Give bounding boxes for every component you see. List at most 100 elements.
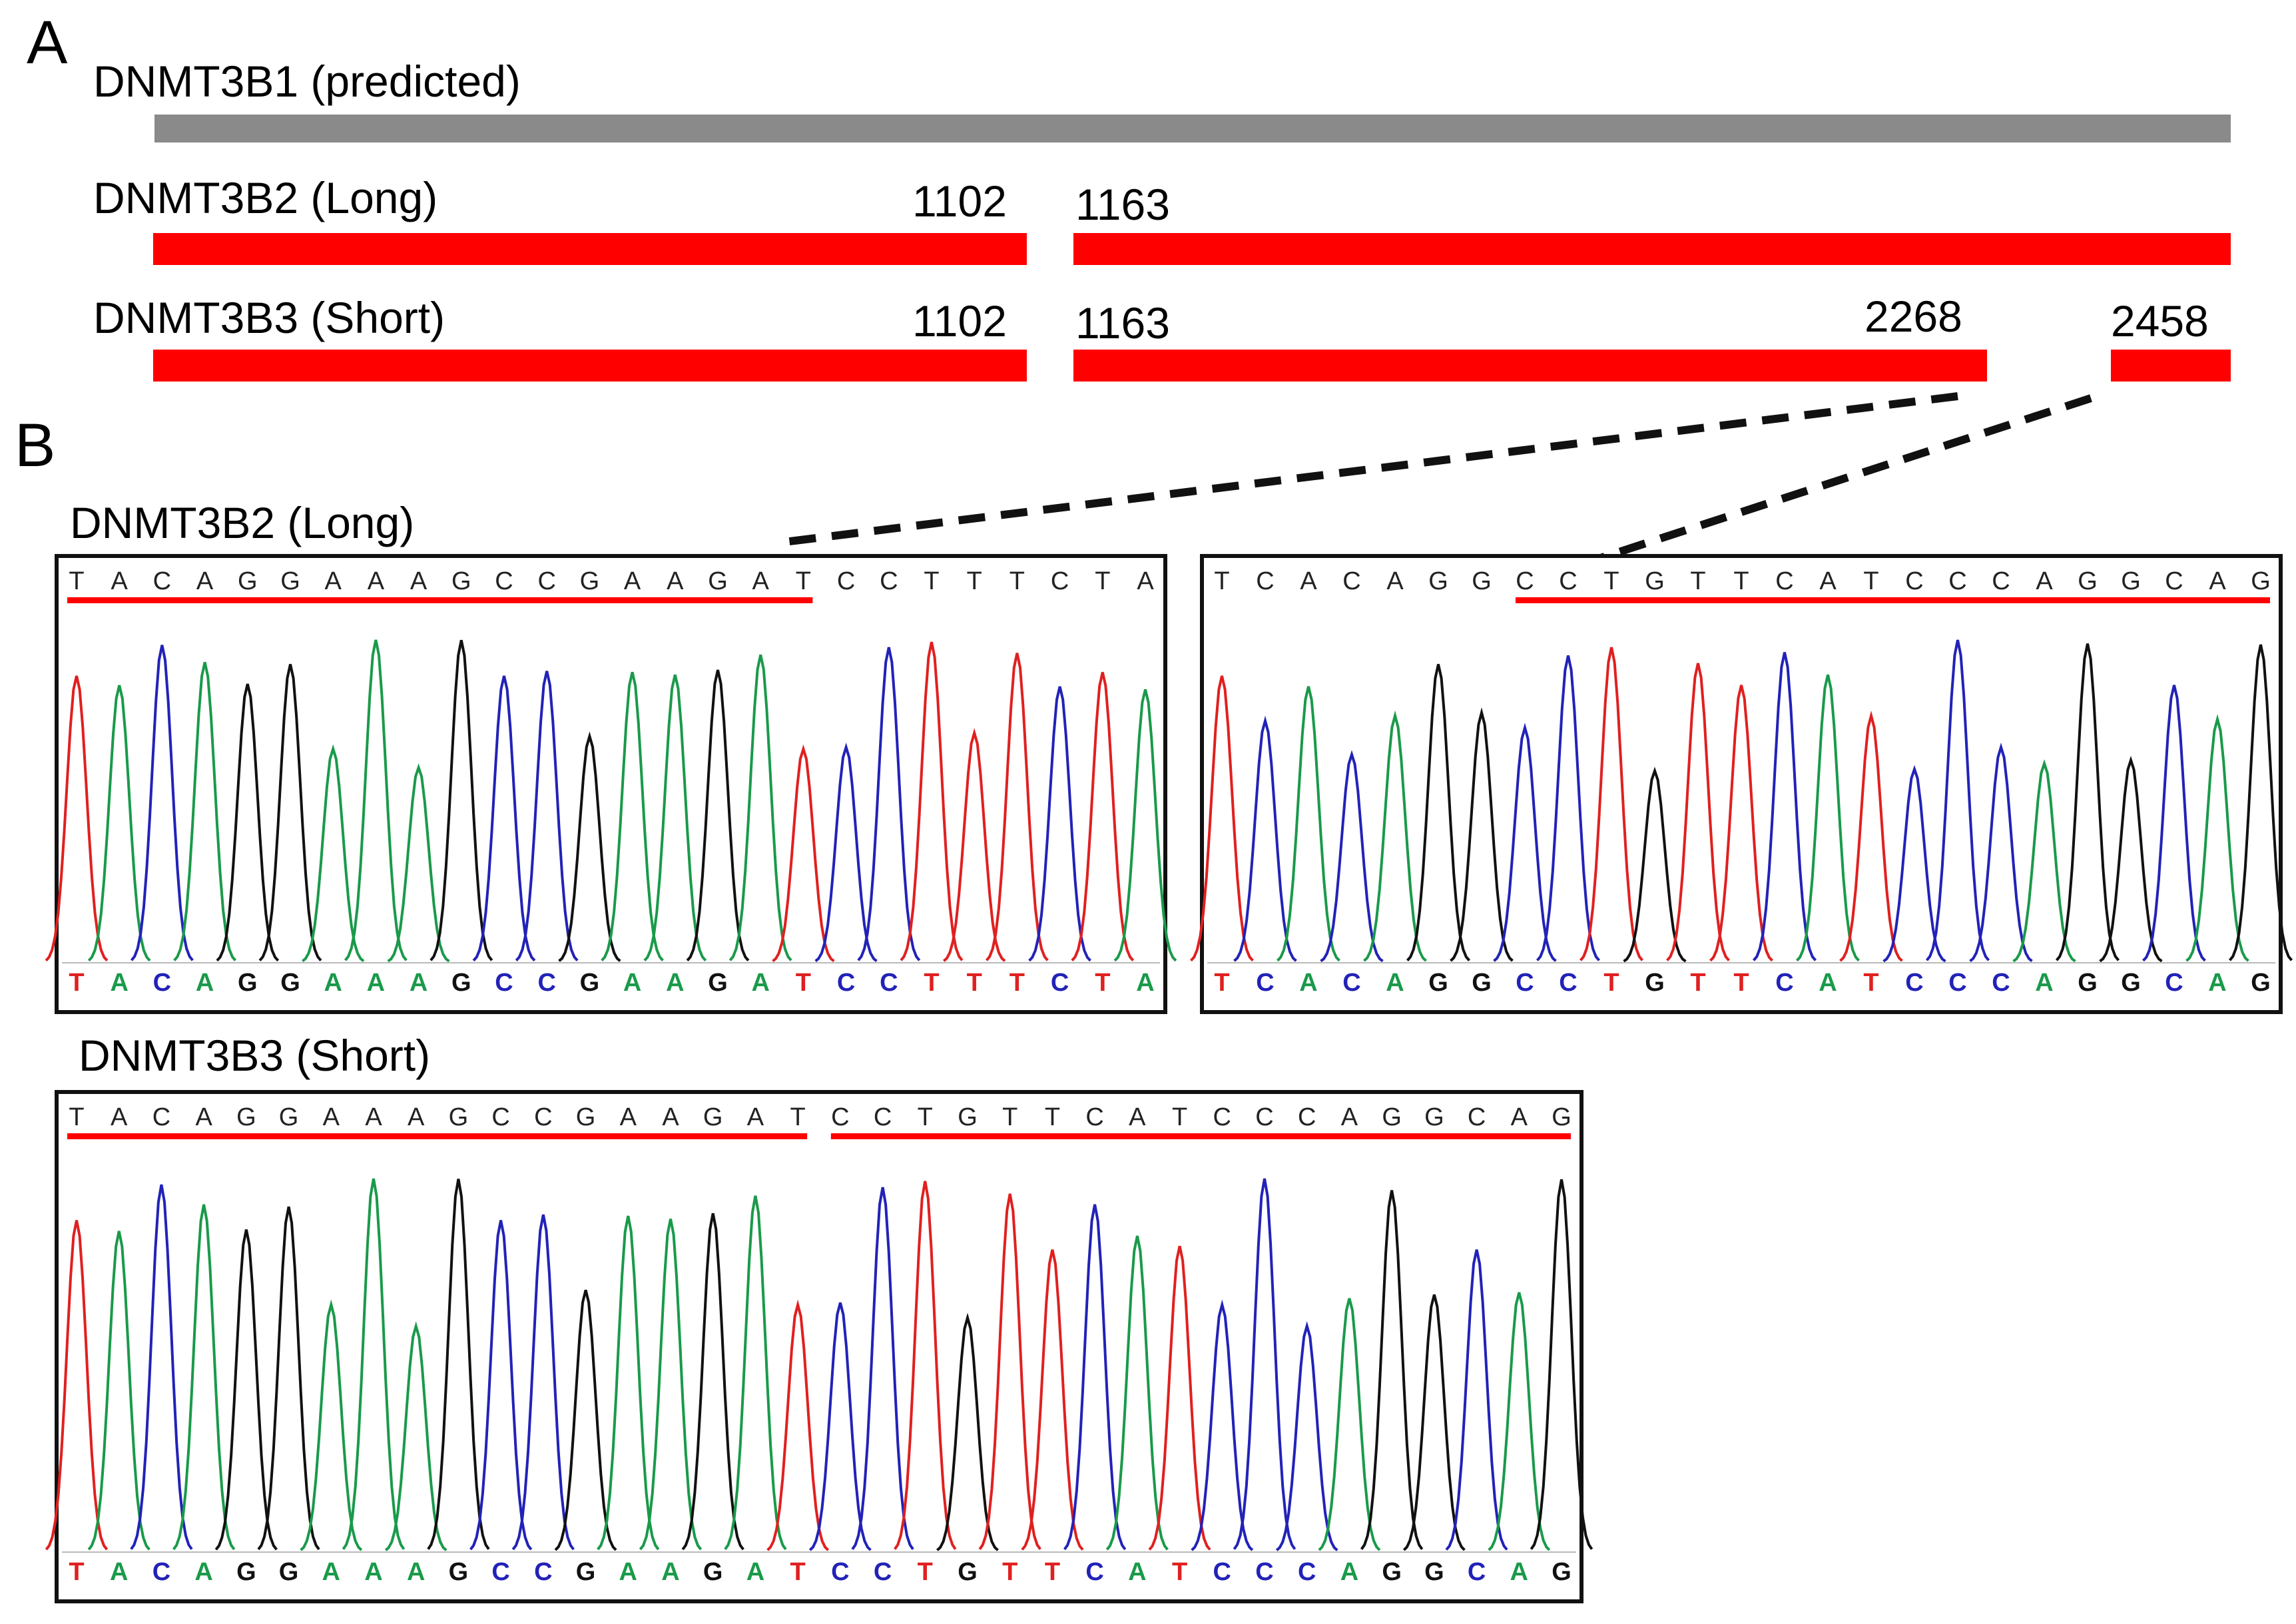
long-right-peak [2055,643,2120,961]
long-right-basecall-letter: G [2078,969,2098,997]
long-left-seq-letter: A [410,567,428,595]
short-seq-letter: C [831,1103,849,1131]
long-left-basecall-letter: G [451,969,471,997]
long-left-peak [1071,672,1135,961]
short-peak [766,1299,830,1551]
long-left-basecall-letter: A [110,969,128,997]
short-pos-1163: 1163 [1075,298,1170,348]
long-right-peak [1233,715,1297,962]
long-left-seq-letter: C [837,567,855,595]
short-basecall-letter: A [364,1558,382,1586]
long-right-peak [2142,684,2206,962]
short-peak [87,1230,150,1551]
short-basecall-letter: C [152,1558,170,1586]
short-basecall-letter: C [534,1558,552,1586]
long-right-aligned-underline [1516,597,2270,603]
long-left-seq-letter: A [752,567,770,595]
long-left-basecall-letter: T [69,969,84,997]
long-pos-1163: 1163 [1075,180,1170,229]
trace-title-long: DNMT3B2 (Long) [70,498,414,547]
long-left-seq-letter: T [924,567,939,595]
short-basecall-letter: G [958,1558,978,1586]
long-right-peak [1925,639,1990,961]
short-peak [1063,1204,1127,1551]
long-left-seq-letter: A [325,567,342,595]
long-left-basecall-letter: C [495,969,513,997]
long-left-seq-letter: G [280,567,300,595]
long-left-peak [900,641,964,961]
short-basecall-letter: A [194,1558,212,1586]
short-peak [342,1178,406,1550]
short-peak [681,1213,744,1551]
long-right-basecall-letter: T [1214,969,1229,997]
short-peak [214,1229,278,1551]
long-right-basecall-letter: C [1516,969,1534,997]
chromatogram-long-left: T A C A G G A A A G C C G A A G A T C C T T T C T AT A C A G G A A A G C C G A… [45,554,1177,1014]
long-left-peak [344,639,408,961]
long-right-basecall-letter: T [1733,969,1749,997]
long-left-peak [216,683,280,962]
long-left-basecall-letter: A [196,969,214,997]
long-left-seq-letter: G [238,567,258,595]
short-seq-letter: G [958,1103,978,1131]
long-right-peak [1969,742,2033,962]
short-basecall-letter: A [1128,1558,1146,1586]
long-right-seq-letter: A [2209,567,2226,595]
long-right-basecall-letter: C [1992,969,2010,997]
long-left-basecall-letter: T [1095,969,1110,997]
long-left-seq-letter: T [967,567,982,595]
short-seq-letter: T [918,1103,933,1131]
long-left-basecall-letter: A [623,969,641,997]
short-peak [1530,1179,1593,1550]
short-seq-letter: A [323,1103,340,1131]
short-peak [978,1193,1041,1550]
long-left-basecall-letter: T [967,969,982,997]
long-left-peak [45,675,109,961]
long-right-peak [1839,710,1903,962]
long-pos-1102: 1102 [912,176,1007,226]
short-peak [894,1181,957,1550]
short-seq-letter: A [662,1103,679,1131]
long-left-basecall-letter: G [238,969,258,997]
short-seq-letter: C [874,1103,892,1131]
short-basecall-letter: G [1424,1558,1444,1586]
long-right-seq-letter: A [1819,567,1837,595]
long-left-basecall-letter: G [280,969,300,997]
short-seq-letter: T [1172,1103,1187,1131]
short-seq-letter: A [1129,1103,1146,1131]
short-basecall-letter: G [449,1558,469,1586]
chromatogram-short: T A C A G G A A A G C C G A A G A T C C T G T T C A T C C C A G G C A GT A C A… [45,1090,1593,1603]
short-peak [172,1204,236,1551]
long-right-basecall-letter: C [1905,969,1923,997]
long-right-basecall-letter: A [2208,969,2226,997]
long-left-peak [430,640,493,961]
long-left-seq-letter: T [796,567,811,595]
isoform-label-short: DNMT3B3 (Short) [93,293,445,342]
junction-connector-left [778,392,1958,547]
long-right-seq-letter: T [1603,567,1619,595]
short-pos-2458: 2458 [2111,296,2209,346]
long-left-basecall-letter: G [708,969,728,997]
short-seq-letter: T [69,1103,84,1131]
short-basecall-letter: G [1552,1558,1572,1586]
short-pos-1102: 1102 [912,296,1007,346]
long-right-basecall-letter: C [1559,969,1577,997]
long-right-basecall-letter: C [1256,969,1274,997]
long-exon-bar-1 [153,233,1027,265]
long-left-basecall-letter: A [666,969,684,997]
long-left-basecall-letter: T [924,969,939,997]
long-right-basecall-letter: C [1775,969,1793,997]
long-left-seq-letter: A [111,567,129,595]
short-basecall-letter: G [1382,1558,1402,1586]
long-left-peak [130,645,194,961]
long-left-basecall-letter: A [1136,969,1154,997]
short-seq-letter: C [1085,1103,1103,1131]
long-right-seq-letter: C [1256,567,1274,595]
short-seq-letter: A [408,1103,425,1131]
short-seq-letter: C [1213,1103,1231,1131]
long-right-basecall-letter: G [1645,969,1665,997]
long-left-seq-letter: T [69,567,84,595]
short-peak [257,1206,320,1551]
short-basecall-letter: A [1510,1558,1528,1586]
